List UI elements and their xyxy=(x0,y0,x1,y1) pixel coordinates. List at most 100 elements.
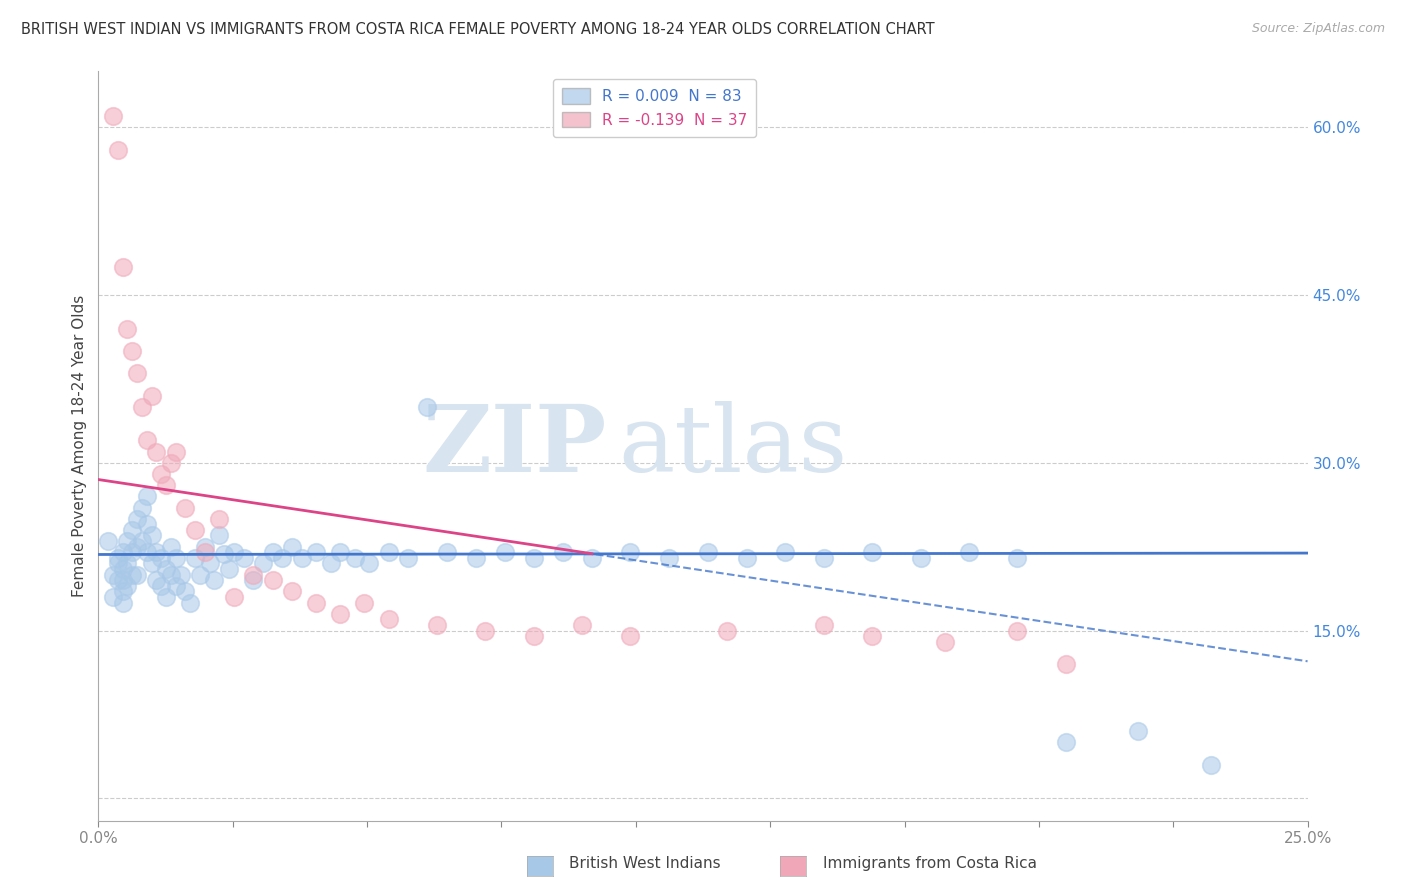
Text: Immigrants from Costa Rica: Immigrants from Costa Rica xyxy=(823,856,1036,871)
Point xyxy=(184,523,207,537)
Point xyxy=(165,550,187,565)
Point xyxy=(145,573,167,587)
Point xyxy=(271,550,294,565)
Point xyxy=(131,534,153,549)
Point xyxy=(262,573,284,587)
Text: Source: ZipAtlas.com: Source: ZipAtlas.com xyxy=(1251,22,1385,36)
Point xyxy=(117,534,139,549)
Point xyxy=(813,550,835,565)
Point xyxy=(117,321,139,335)
Point xyxy=(121,343,143,358)
Point xyxy=(353,596,375,610)
Point xyxy=(135,545,157,559)
Point xyxy=(135,517,157,532)
Point xyxy=(305,545,328,559)
Point xyxy=(860,545,883,559)
Point xyxy=(101,567,124,582)
Point xyxy=(121,545,143,559)
Point xyxy=(934,634,956,648)
Point xyxy=(184,550,207,565)
Point xyxy=(107,557,129,571)
Point xyxy=(174,500,197,515)
Point xyxy=(619,629,641,643)
Point xyxy=(150,579,173,593)
Text: BRITISH WEST INDIAN VS IMMIGRANTS FROM COSTA RICA FEMALE POVERTY AMONG 18-24 YEA: BRITISH WEST INDIAN VS IMMIGRANTS FROM C… xyxy=(21,22,935,37)
Point xyxy=(716,624,738,638)
Point xyxy=(141,528,163,542)
Point xyxy=(773,545,796,559)
Point xyxy=(208,511,231,525)
Point xyxy=(290,550,312,565)
Point xyxy=(165,444,187,458)
Point xyxy=(165,579,187,593)
Text: British West Indians: British West Indians xyxy=(569,856,721,871)
Point xyxy=(111,545,134,559)
Point xyxy=(160,540,183,554)
Point xyxy=(696,545,718,559)
Point xyxy=(127,567,149,582)
Point xyxy=(658,550,681,565)
Point xyxy=(813,618,835,632)
Point xyxy=(474,624,496,638)
Point xyxy=(155,562,177,576)
Point xyxy=(135,489,157,503)
Point xyxy=(107,550,129,565)
Point xyxy=(204,573,226,587)
Point xyxy=(155,478,177,492)
Point xyxy=(121,523,143,537)
Point xyxy=(957,545,980,559)
Point xyxy=(329,545,352,559)
Point xyxy=(150,550,173,565)
Text: atlas: atlas xyxy=(619,401,848,491)
Point xyxy=(232,550,254,565)
Point xyxy=(281,540,304,554)
Point xyxy=(127,540,149,554)
Point xyxy=(212,548,235,562)
Point xyxy=(494,545,516,559)
Point xyxy=(155,590,177,604)
Point xyxy=(101,109,124,123)
Point xyxy=(377,612,399,626)
Point xyxy=(252,557,274,571)
Point xyxy=(117,579,139,593)
Point xyxy=(145,444,167,458)
Point xyxy=(377,545,399,559)
Point xyxy=(101,590,124,604)
Point xyxy=(97,534,120,549)
Point xyxy=(111,260,134,274)
Point xyxy=(523,550,546,565)
Point xyxy=(416,400,439,414)
Point xyxy=(581,550,603,565)
Point xyxy=(150,467,173,481)
Point xyxy=(160,456,183,470)
Text: ZIP: ZIP xyxy=(422,401,606,491)
Point xyxy=(107,143,129,157)
Point xyxy=(198,557,221,571)
Point xyxy=(305,596,328,610)
Point xyxy=(169,567,191,582)
Point xyxy=(111,562,134,576)
Point xyxy=(208,528,231,542)
Point xyxy=(619,545,641,559)
Point xyxy=(179,596,201,610)
Point xyxy=(194,545,217,559)
Point xyxy=(107,573,129,587)
Point xyxy=(135,434,157,448)
Point xyxy=(145,545,167,559)
Point xyxy=(910,550,932,565)
Point xyxy=(571,618,593,632)
Point xyxy=(131,500,153,515)
Point xyxy=(359,557,381,571)
Legend: R = 0.009  N = 83, R = -0.139  N = 37: R = 0.009 N = 83, R = -0.139 N = 37 xyxy=(553,79,756,137)
Point xyxy=(242,567,264,582)
Point xyxy=(111,596,134,610)
Point xyxy=(329,607,352,621)
Point xyxy=(127,511,149,525)
Point xyxy=(188,567,211,582)
Point xyxy=(464,550,486,565)
Point xyxy=(111,584,134,599)
Point xyxy=(218,562,240,576)
Point xyxy=(343,550,366,565)
Point xyxy=(127,367,149,381)
Point xyxy=(319,557,342,571)
